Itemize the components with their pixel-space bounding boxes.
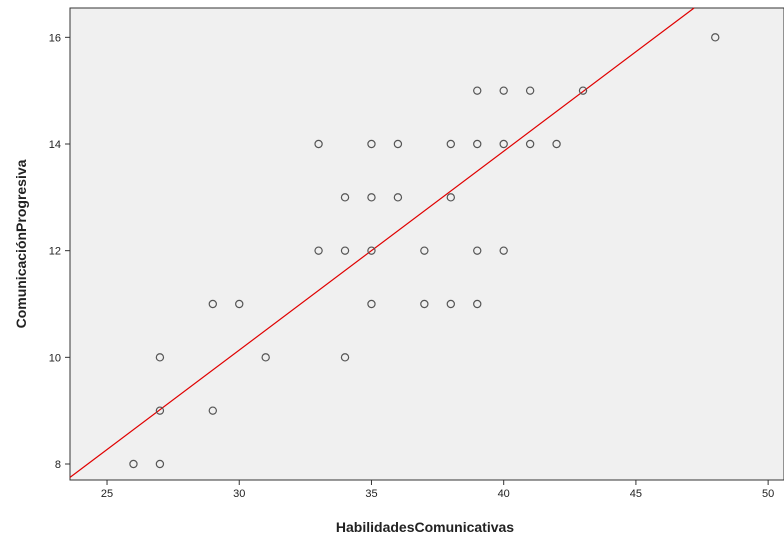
data-point (525, 139, 535, 149)
x-axis-title: HabilidadesComunicativas (336, 519, 514, 535)
data-point (473, 246, 482, 255)
data-point (473, 299, 482, 309)
data-point (367, 139, 376, 149)
data-point (367, 299, 376, 309)
data-point (129, 459, 138, 469)
y-tick-label: 8 (55, 459, 61, 471)
y-axis-ticks: 8 10 12 14 16 (49, 32, 70, 471)
y-tick-label: 14 (49, 139, 61, 151)
data-point (261, 353, 270, 362)
data-point (314, 139, 323, 149)
data-point (552, 139, 561, 149)
y-tick-label: 12 (49, 246, 61, 258)
data-point (711, 33, 720, 42)
x-tick-label: 50 (762, 488, 774, 500)
data-point (499, 246, 508, 255)
x-axis-ticks: 25 30 35 40 45 50 (101, 480, 774, 500)
x-tick-label: 45 (630, 488, 642, 500)
x-tick-label: 30 (233, 488, 245, 500)
data-point (155, 406, 165, 415)
data-point (208, 406, 217, 415)
data-point (367, 193, 376, 202)
y-axis-title: ComunicaciónProgresiva (13, 159, 29, 328)
data-point (446, 193, 455, 202)
data-point (314, 246, 323, 255)
fit-line (69, 7, 695, 478)
data-point (446, 139, 455, 149)
data-point (473, 86, 482, 95)
plot-area (69, 7, 784, 481)
data-point (340, 353, 350, 362)
data-point (420, 299, 429, 309)
data-point (578, 86, 588, 95)
data-point (235, 299, 244, 309)
data-point (446, 299, 455, 309)
x-tick-label: 35 (365, 488, 377, 500)
data-point (525, 86, 535, 95)
data-point (367, 246, 376, 255)
x-tick-label: 40 (498, 488, 510, 500)
data-point (473, 139, 482, 149)
y-tick-label: 10 (49, 352, 61, 364)
data-point (393, 193, 403, 202)
data-point (340, 193, 350, 202)
x-tick-label: 25 (101, 488, 113, 500)
data-point (420, 246, 429, 255)
data-point (499, 139, 508, 149)
data-point (208, 299, 217, 309)
data-point (499, 86, 508, 95)
data-point (393, 139, 403, 149)
data-point (155, 459, 165, 469)
data-points (129, 33, 720, 469)
data-point (340, 246, 350, 255)
data-point (155, 353, 165, 362)
y-tick-label: 16 (49, 32, 61, 44)
